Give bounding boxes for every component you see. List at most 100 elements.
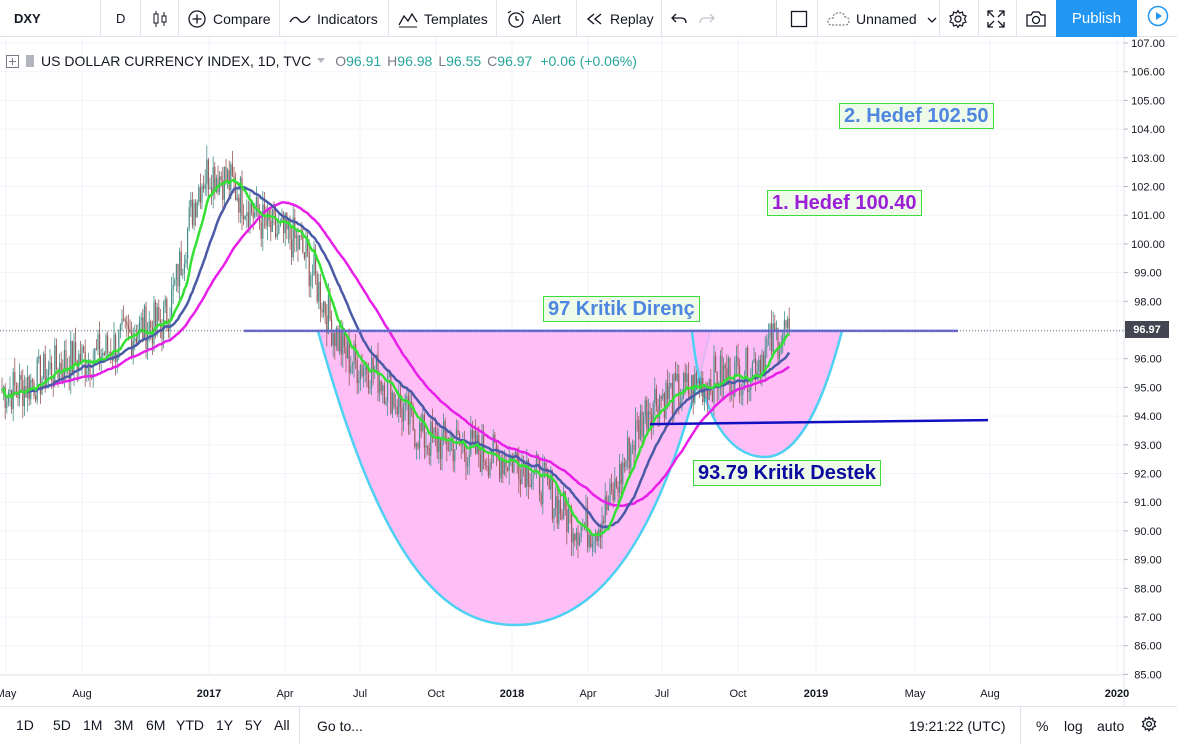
undo-button[interactable]	[671, 0, 693, 37]
templates-label: Templates	[424, 10, 488, 27]
range-button-5y[interactable]: 5Y	[245, 717, 263, 733]
candle-body	[631, 445, 633, 447]
candle-body	[675, 373, 677, 381]
candle-body	[137, 334, 139, 344]
alert-button[interactable]: Alert	[506, 0, 561, 37]
range-button-all[interactable]: All	[274, 717, 290, 733]
candle-body	[159, 320, 161, 325]
log-toggle[interactable]: log	[1064, 707, 1083, 744]
candle-body	[414, 429, 416, 447]
candle-body	[270, 220, 272, 232]
undo-icon	[671, 12, 687, 26]
candle-body	[318, 281, 320, 302]
candle-body	[371, 357, 373, 388]
candle-body	[118, 330, 120, 355]
candle-body	[627, 437, 629, 462]
range-button-3m[interactable]: 3M	[114, 717, 134, 733]
price-tick-label: 98.00	[1134, 296, 1162, 308]
candle-body	[748, 390, 750, 392]
range-button-6m[interactable]: 6M	[146, 717, 166, 733]
candle-body	[153, 301, 155, 344]
candle-body	[4, 387, 6, 408]
target1-annotation[interactable]: 1. Hedef 100.40	[767, 190, 922, 216]
candle-body	[558, 499, 560, 524]
time-tick-label: Apr	[579, 688, 596, 700]
play-button[interactable]	[1138, 0, 1177, 37]
candle-body	[580, 526, 582, 538]
candle-body	[436, 432, 438, 453]
candle-body	[767, 337, 769, 339]
candle-body	[465, 452, 467, 467]
legend-collapse-icon[interactable]	[6, 54, 19, 68]
candle-body	[643, 417, 645, 437]
candle-body	[689, 393, 691, 395]
candle-body	[15, 385, 17, 393]
indicators-button[interactable]: Indicators	[289, 0, 378, 37]
price-tick-label: 86.00	[1134, 641, 1162, 653]
resistance-annotation[interactable]: 97 Kritik Direnç	[543, 296, 700, 322]
mid-moving-average	[1, 185, 791, 529]
price-chart[interactable]: 107.00 106.00 105.00 104.00 103.00 102.00 101.…	[0, 37, 1177, 706]
candle-body	[771, 323, 773, 352]
chart-settings-button[interactable]	[1141, 707, 1157, 744]
layout-name-button[interactable]: Unnamed	[826, 0, 937, 37]
replay-button[interactable]: Replay	[586, 0, 654, 37]
candle-body	[550, 475, 552, 490]
snapshot-button[interactable]	[1025, 0, 1053, 37]
candle-body	[446, 437, 448, 451]
goto-button[interactable]: Go to...	[317, 707, 363, 744]
range-button-1y[interactable]: 1Y	[216, 717, 234, 733]
fullscreen-button[interactable]	[987, 0, 1011, 37]
price-tick-label: 104.00	[1131, 124, 1165, 136]
candle-body	[428, 447, 430, 457]
time-tick-label: Aug	[980, 688, 1000, 700]
templates-button[interactable]: Templates	[398, 0, 488, 37]
auto-toggle[interactable]: auto	[1097, 707, 1124, 744]
level-lines	[0, 329, 1124, 426]
price-tick-label: 94.00	[1134, 411, 1162, 423]
candle-body	[203, 185, 205, 189]
candle-body	[321, 309, 323, 313]
range-button-1d[interactable]: 1D	[16, 717, 34, 733]
divider	[496, 0, 497, 37]
candle-body	[214, 166, 216, 193]
candle-body	[127, 325, 129, 330]
candle-body	[439, 438, 441, 459]
candle-body	[161, 324, 163, 340]
percent-toggle[interactable]: %	[1036, 707, 1048, 744]
publish-button[interactable]: Publish	[1056, 0, 1137, 37]
candle-body	[651, 414, 653, 426]
candle-body	[359, 365, 361, 380]
candle-body	[327, 294, 329, 334]
range-button-ytd[interactable]: YTD	[176, 717, 204, 733]
symbol-search[interactable]: DXY	[14, 0, 41, 37]
candle-body	[551, 475, 553, 520]
candle-body	[143, 306, 145, 339]
candle-body	[543, 462, 545, 468]
clock-display[interactable]: 19:21:22 (UTC)	[909, 707, 1005, 744]
candle-body	[684, 373, 686, 383]
support-annotation[interactable]: 93.79 Kritik Destek	[693, 460, 881, 486]
chart-type-button[interactable]	[151, 0, 175, 37]
candle-body	[361, 365, 363, 377]
candle-body	[319, 281, 321, 310]
candle-body	[63, 350, 65, 380]
candle-body	[407, 396, 409, 425]
candle-body	[103, 352, 105, 355]
interval-button[interactable]: D	[116, 0, 125, 37]
fullscreen-layout-button[interactable]	[790, 0, 814, 37]
range-button-5d[interactable]: 5D	[53, 717, 71, 733]
compare-button[interactable]: Compare	[187, 0, 271, 37]
legend-dropdown-icon[interactable]	[317, 58, 326, 64]
redo-button[interactable]	[699, 0, 721, 37]
settings-button[interactable]	[948, 0, 974, 37]
target2-annotation[interactable]: 2. Hedef 102.50	[839, 103, 994, 129]
divider	[140, 0, 141, 37]
log-label: log	[1064, 717, 1083, 734]
price-tick-label: 96.00	[1134, 354, 1162, 366]
time-tick-label: Jul	[353, 688, 367, 700]
divider	[1016, 0, 1017, 37]
range-button-1m[interactable]: 1M	[83, 717, 103, 733]
legend-title[interactable]: US DOLLAR CURRENCY INDEX, 1D, TVC	[41, 53, 312, 69]
candle-body	[395, 406, 397, 408]
